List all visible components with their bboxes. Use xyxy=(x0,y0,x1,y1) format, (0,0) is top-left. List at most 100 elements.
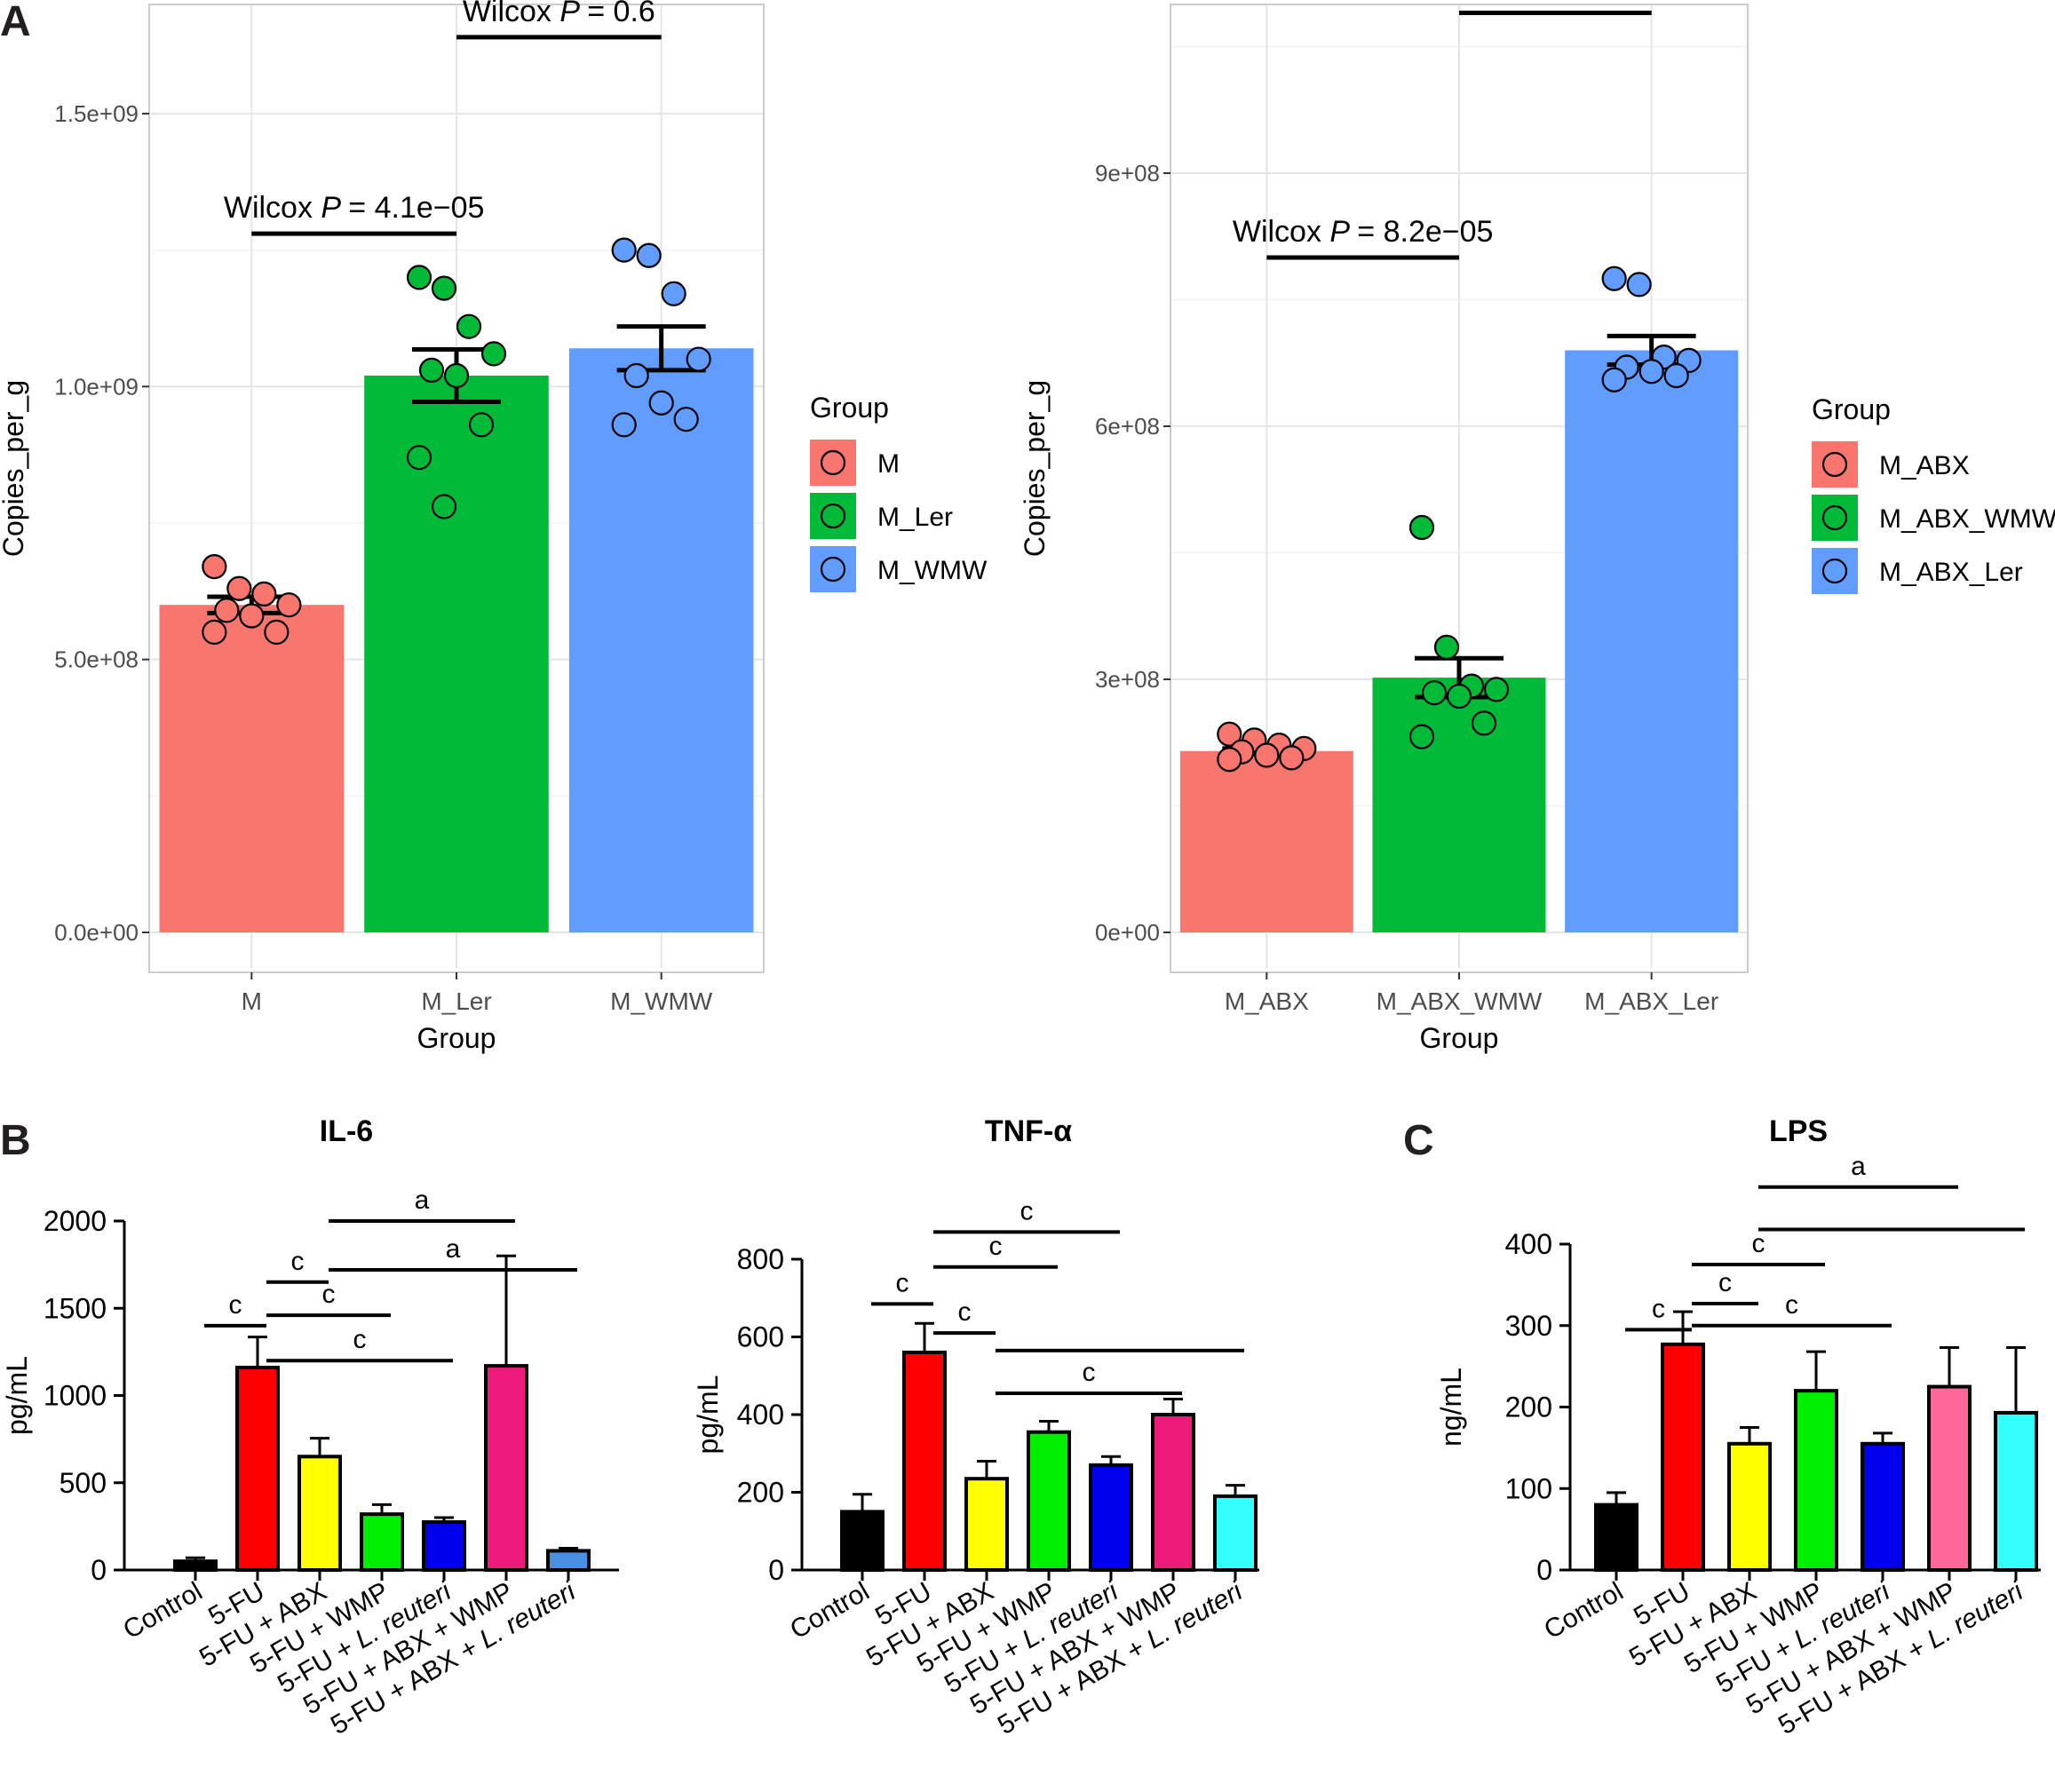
y-tick-label: 1000 xyxy=(44,1380,107,1412)
bar xyxy=(1594,1503,1638,1572)
bar xyxy=(1794,1389,1838,1573)
chart-a1: 0.0e+00 5.0e+08 1.0e+09 1.5e+09 M M_Ler M_WMW G… xyxy=(0,0,988,1054)
legend-key xyxy=(1812,441,1858,488)
y-tick-label: 400 xyxy=(1505,1228,1552,1260)
data-point xyxy=(226,575,252,601)
data-point xyxy=(276,592,302,618)
significance-label: a xyxy=(1851,1152,1866,1181)
significance-label: a xyxy=(415,1185,430,1215)
significance-label: a xyxy=(446,1234,461,1264)
y-tick-label: 5.0e+08 xyxy=(54,646,139,673)
legend-label: M_WMW xyxy=(877,556,988,585)
y-tick-label: 600 xyxy=(737,1321,784,1353)
y-tick-label: 200 xyxy=(737,1477,784,1509)
significance-label: c xyxy=(1083,1358,1096,1387)
y-axis-title: Copies_per_g xyxy=(1019,380,1051,557)
bar xyxy=(235,1366,280,1573)
bar xyxy=(840,1510,885,1572)
y-tick-label: 0e+00 xyxy=(1095,919,1160,946)
data-point xyxy=(648,390,674,416)
legend-label: M_ABX_WMW xyxy=(1879,504,2055,534)
data-point xyxy=(431,275,457,301)
y-tick-label: 200 xyxy=(1505,1392,1552,1423)
data-point xyxy=(623,362,649,389)
y-tick-label: 800 xyxy=(737,1243,784,1275)
data-point xyxy=(611,237,637,263)
significance-label: c xyxy=(896,1268,909,1297)
data-point xyxy=(406,265,432,290)
legend-label: M_ABX xyxy=(1879,451,1970,480)
y-axis-title: Copies_per_g xyxy=(0,380,29,557)
data-point xyxy=(1408,724,1435,749)
significance-label: Wilcox P = 8.2e−05 xyxy=(1233,215,1494,249)
bar xyxy=(159,605,345,932)
legend-symbol xyxy=(820,449,846,476)
panel-label-a: A xyxy=(0,0,31,45)
legend-symbol xyxy=(1821,451,1848,478)
data-point xyxy=(1279,745,1305,771)
data-point xyxy=(1638,359,1664,385)
y-axis-title: pg/mL xyxy=(1,1356,33,1435)
legend-label: M_Ler xyxy=(877,503,953,532)
chart-title: LPS xyxy=(1769,1114,1828,1148)
data-point xyxy=(611,412,637,438)
significance-label: Wilcox P = 4.1e−05 xyxy=(1425,0,1686,4)
x-tick-label: Control xyxy=(118,1576,207,1645)
significance-label: c xyxy=(322,1280,336,1309)
y-tick-label: 1.5e+09 xyxy=(54,100,139,127)
y-axis-title: ng/mL xyxy=(1435,1368,1467,1447)
data-point xyxy=(1217,747,1242,773)
data-point xyxy=(636,242,662,268)
significance-label: c xyxy=(1652,1294,1665,1323)
y-tick-label: 2000 xyxy=(44,1205,107,1237)
data-point xyxy=(202,619,227,646)
bar xyxy=(1213,1494,1258,1572)
data-point xyxy=(661,281,686,306)
data-point xyxy=(1433,634,1460,661)
y-tick-label: 100 xyxy=(1505,1472,1552,1504)
bar xyxy=(484,1364,528,1572)
x-tick-label: M_ABX_WMW xyxy=(1377,987,1543,1015)
significance-label: c xyxy=(958,1297,972,1327)
data-point xyxy=(1421,680,1448,706)
bar xyxy=(1661,1342,1705,1573)
legend-label: M xyxy=(877,449,900,479)
bar xyxy=(1372,678,1546,932)
significance-label: c xyxy=(353,1325,367,1354)
data-point xyxy=(686,346,711,372)
legend-key xyxy=(1812,548,1858,594)
data-point xyxy=(673,407,699,432)
legend-key xyxy=(810,440,856,486)
bar xyxy=(1927,1384,1972,1572)
chart-title: TNF-α xyxy=(985,1114,1072,1148)
bar xyxy=(1565,350,1739,932)
data-point xyxy=(1471,710,1497,736)
bar xyxy=(1151,1413,1195,1572)
data-point xyxy=(202,554,227,580)
bar xyxy=(1089,1463,1133,1572)
significance-label: c xyxy=(1785,1290,1798,1320)
y-tick-label: 400 xyxy=(737,1399,784,1431)
y-tick-label: 300 xyxy=(1505,1310,1552,1342)
legend-symbol xyxy=(820,556,846,583)
panel-label-b: B xyxy=(0,1117,31,1164)
x-axis-title: Group xyxy=(417,1022,496,1054)
legend-label: M_ABX_Ler xyxy=(1879,558,2023,587)
data-point xyxy=(1254,742,1280,768)
bar xyxy=(1179,750,1353,932)
data-point xyxy=(1217,721,1242,747)
data-point xyxy=(406,445,432,471)
significance-label: c xyxy=(291,1247,305,1276)
bar xyxy=(546,1549,591,1573)
bar xyxy=(964,1477,1009,1572)
data-point xyxy=(239,603,265,629)
y-tick-label: 0.0e+00 xyxy=(54,919,139,946)
data-point xyxy=(1446,683,1472,710)
data-point xyxy=(456,313,482,339)
data-point xyxy=(214,598,240,623)
data-point xyxy=(1601,266,1627,291)
data-point xyxy=(1626,272,1652,297)
significance-label: c xyxy=(989,1232,1003,1261)
